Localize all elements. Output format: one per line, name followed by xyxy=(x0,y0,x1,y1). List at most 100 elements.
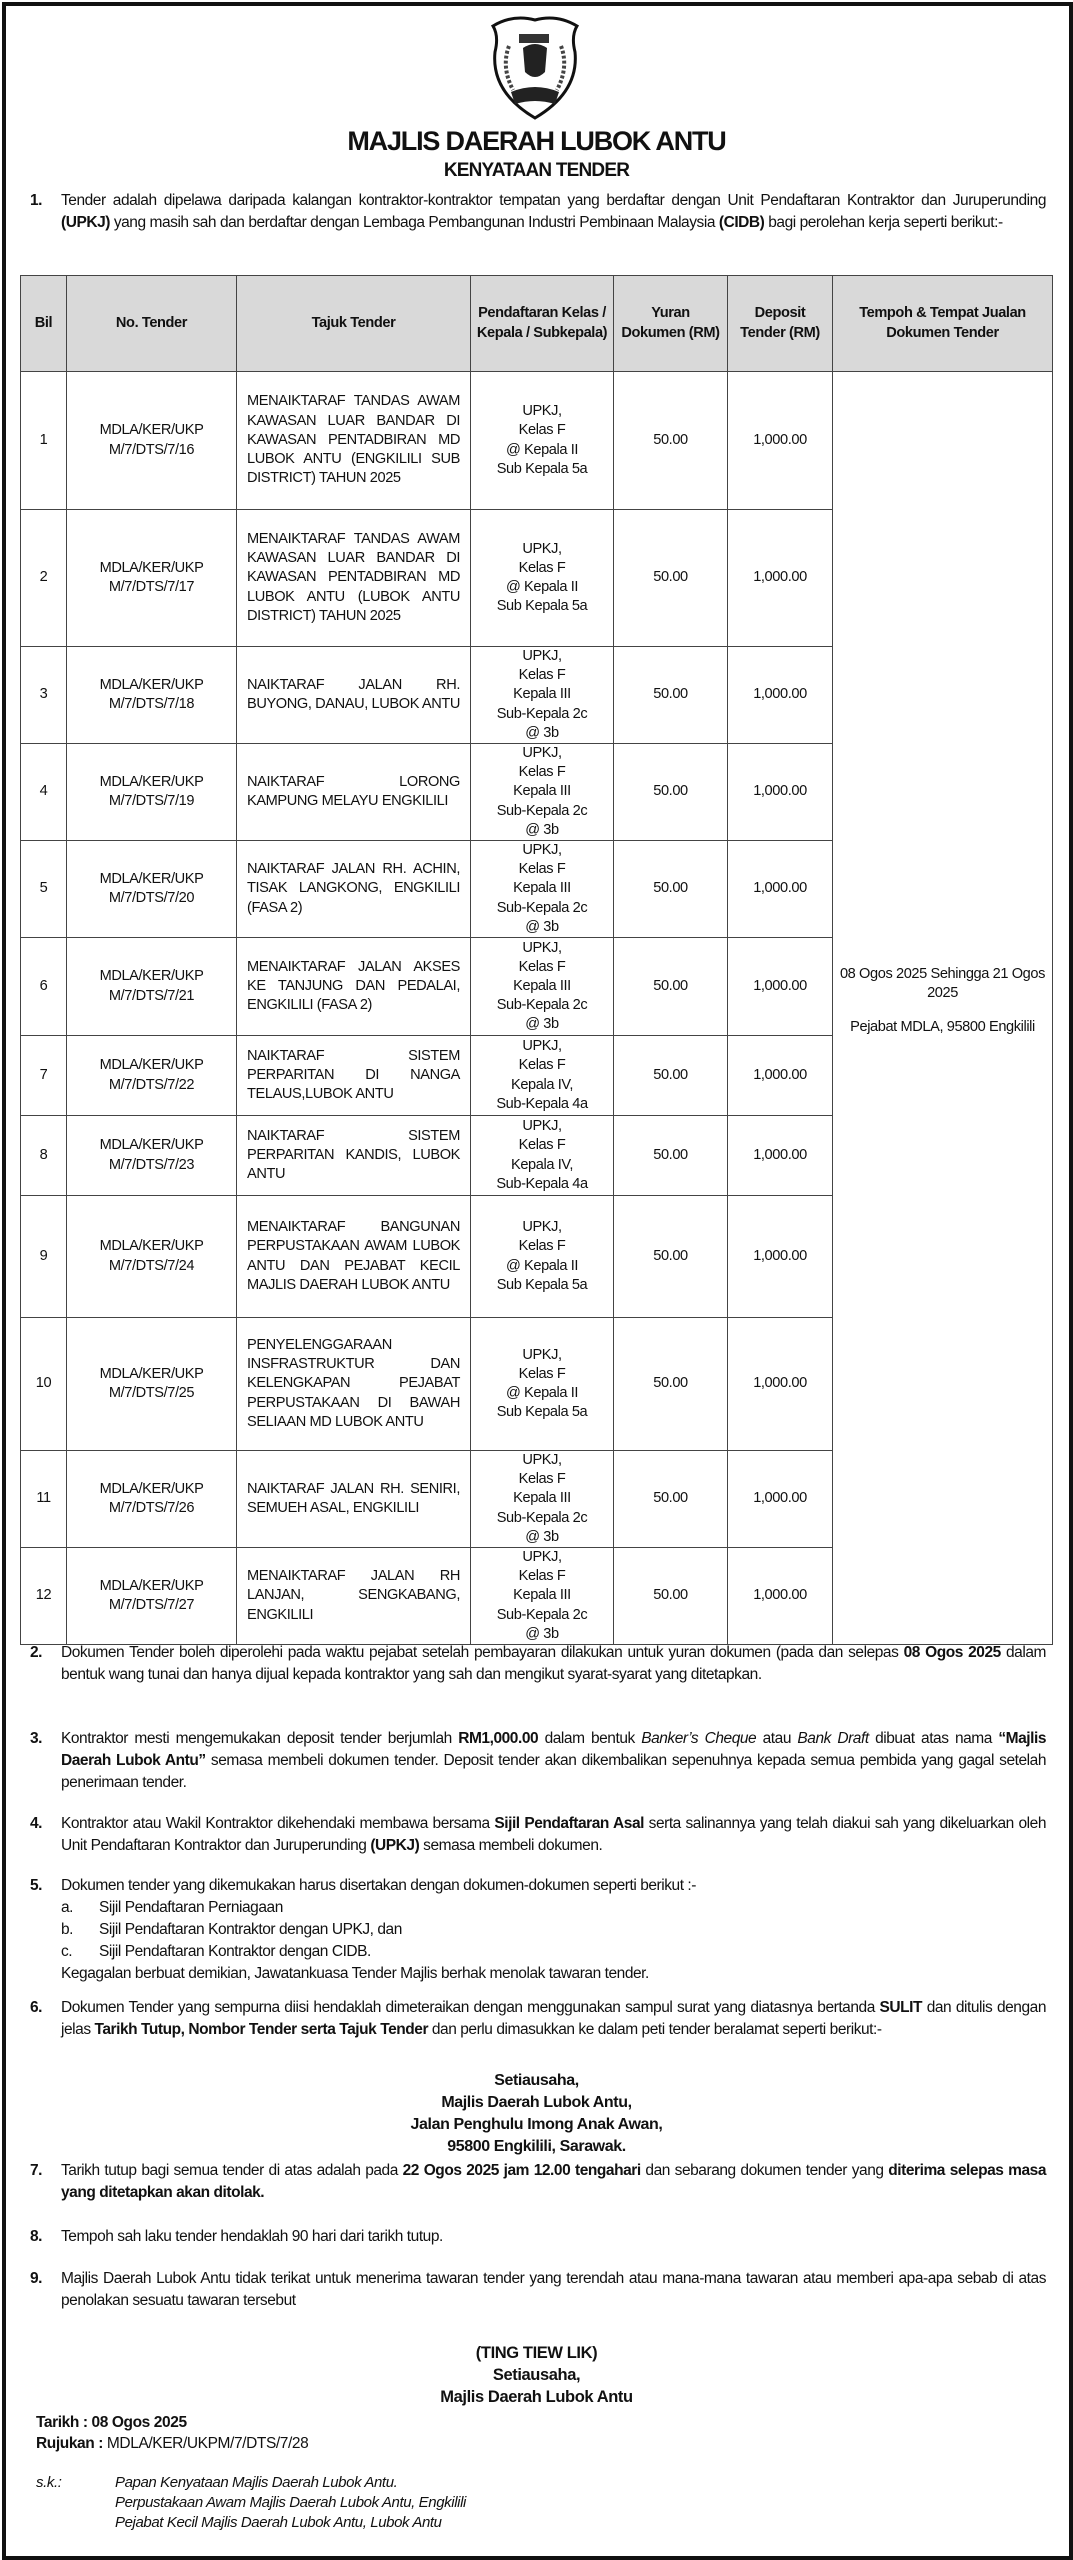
registration-line: UPKJ, xyxy=(522,1038,562,1055)
tender-number-cell: MDLA/KER/UKP M/7/DTS/7/21 xyxy=(66,937,237,1037)
paragraph-text: Majlis Daerah Lubok Antu tidak terikat u… xyxy=(61,2268,1046,2312)
item-label: b. xyxy=(61,1921,74,1938)
registration-line: Kepala III xyxy=(513,977,571,994)
bold-text: “Majlis Daerah Lubok Antu” xyxy=(61,1730,1046,1769)
registration-line: Kelas F xyxy=(518,422,566,439)
paragraph-text: Tempoh sah laku tender hendaklah 90 hari… xyxy=(61,2226,1046,2248)
bil-cell: 8 xyxy=(20,1115,67,1197)
tender-number-cell: MDLA/KER/UKP M/7/DTS/7/24 xyxy=(66,1195,237,1319)
text-segment: Kontraktor atau Wakil Kontraktor dikehen… xyxy=(61,1815,495,1832)
document-fee-cell: 50.00 xyxy=(613,1035,728,1117)
table-row: 4 MDLA/KER/UKP M/7/DTS/7/19 NAIKTARAF LORO… xyxy=(20,743,1053,842)
deposit-cell: 1,000.00 xyxy=(727,1547,833,1646)
tender-number-cell: MDLA/KER/UKP M/7/DTS/7/16 xyxy=(66,371,237,510)
paragraph-3: 3. Kontraktor mesti mengemukakan deposit … xyxy=(30,1728,1046,1794)
item-text: Sijil Pendaftaran Perniagaan xyxy=(99,1899,283,1916)
registration-cell: UPKJ, Kelas F Kepala III Sub-Kepala 2c @ 3b xyxy=(470,743,614,842)
tender-number-cell: MDLA/KER/UKP M/7/DTS/7/25 xyxy=(66,1317,237,1452)
registration-line: Sub-Kepala 2c xyxy=(496,1509,588,1526)
bold-text: 22 Ogos 2025 jam 12.00 tengahari xyxy=(402,2162,642,2179)
document-fee-cell: 50.00 xyxy=(613,743,728,842)
reference-label: Rujukan : xyxy=(36,2435,104,2452)
paragraph-number: 4. xyxy=(30,1815,43,1832)
registration-line: @ Kepala II xyxy=(505,1257,579,1274)
tender-title-cell: NAIKTARAF JALAN RH. ACHIN, TISAK LANGKON… xyxy=(236,840,471,939)
column-header-deposit-tender: Deposit Tender (RM) xyxy=(727,275,833,372)
paragraph-text: Dokumen tender yang dikemukakan harus di… xyxy=(61,1875,1046,1897)
registration-line: @ 3b xyxy=(525,821,559,838)
registration-line: UPKJ, xyxy=(522,648,562,664)
registration-line: Kelas F xyxy=(518,1471,566,1488)
page-subtitle: KENYATAAN TENDER xyxy=(443,160,630,181)
tender-number-cell: MDLA/KER/UKP M/7/DTS/7/18 xyxy=(66,645,237,745)
requirement-note: Kegagalan berbuat demikian, Jawatankuasa… xyxy=(61,1965,649,1982)
registration-line: Sub Kepala 5a xyxy=(496,460,588,477)
paragraph-2: 2. Dokumen Tender boleh diperolehi pada w… xyxy=(30,1642,1046,1686)
text-segment: Tarikh tutup bagi semua tender di atas a… xyxy=(61,2162,403,2179)
address-line: Jalan Penghulu Imong Anak Awan, xyxy=(410,2116,663,2133)
bold-text: (UPKJ) xyxy=(370,1837,420,1854)
text-segment: Dokumen Tender yang sempurna diisi henda… xyxy=(61,1999,880,2016)
tender-title-cell: MENAIKTARAF JALAN AKSES KE TANJUNG DAN P… xyxy=(236,937,471,1037)
reference-value: MDLA/KER/UKPM/7/DTS/7/28 xyxy=(103,2435,309,2452)
text-segment: dan sebarang dokumen tender yang xyxy=(640,2162,889,2179)
deposit-cell: 1,000.00 xyxy=(727,1035,833,1117)
bil-cell: 9 xyxy=(20,1195,67,1319)
bil-cell: 4 xyxy=(20,743,67,842)
bold-text: Tarikh Tutup, Nombor Tender serta Tajuk … xyxy=(94,2021,429,2038)
tender-number-cell: MDLA/KER/UKP M/7/DTS/7/17 xyxy=(66,509,237,647)
bil-cell: 1 xyxy=(20,371,67,510)
sale-place: Pejabat MDLA, 95800 Engkilili xyxy=(850,1018,1035,1035)
text-segment: dibuat atas nama xyxy=(868,1730,999,1747)
text-segment: dan perlu dimasukkan ke dalam peti tende… xyxy=(428,2021,882,2038)
deposit-cell: 1,000.00 xyxy=(727,1195,833,1319)
date-line: Tarikh : 08 Ogos 2025 xyxy=(36,2414,187,2431)
carbon-copy-list: s.k.: Papan Kenyataan Majlis Daerah Lubo… xyxy=(36,2473,466,2533)
tender-title-cell: NAIKTARAF SISTEM PERPARITAN KANDIS, LUBO… xyxy=(236,1115,471,1197)
registration-line: UPKJ, xyxy=(522,745,562,762)
tender-title-cell: NAIKTARAF LORONG KAMPUNG MELAYU ENGKILIL… xyxy=(236,743,471,842)
bold-text: RM1,000.00 xyxy=(458,1730,539,1747)
registration-cell: UPKJ, Kelas F Kepala IV, Sub-Kepala 4a xyxy=(470,1115,614,1197)
table-row: 11 MDLA/KER/UKP M/7/DTS/7/26 NAIKTARAF JAL… xyxy=(20,1450,1053,1549)
text-segment: Kontraktor mesti mengemukakan deposit te… xyxy=(61,1730,459,1747)
registration-line: Kelas F xyxy=(518,764,566,781)
paragraph-text: Dokumen Tender yang sempurna diisi henda… xyxy=(61,1997,1046,2041)
text-segment: dalam bentuk xyxy=(538,1730,642,1747)
bil-cell: 12 xyxy=(20,1547,67,1646)
paragraph-4: 4. Kontraktor atau Wakil Kontraktor dikeh… xyxy=(30,1813,1046,1857)
paragraph-number: 3. xyxy=(30,1730,43,1747)
registration-line: Kepala IV, xyxy=(511,1156,573,1173)
signatory-name: (TING TIEW LIK) xyxy=(475,2344,598,2362)
address-line: Majlis Daerah Lubok Antu, xyxy=(441,2094,632,2111)
document-meta: Tarikh : 08 Ogos 2025 Rujukan : MDLA/KER… xyxy=(36,2412,309,2454)
document-fee-cell: 50.00 xyxy=(613,371,728,510)
tender-number-cell: MDLA/KER/UKP M/7/DTS/7/27 xyxy=(66,1547,237,1646)
paragraph-number: 5. xyxy=(30,1877,43,1894)
registration-line: @ 3b xyxy=(525,724,559,741)
registration-line: Kepala III xyxy=(513,783,571,800)
deposit-cell: 1,000.00 xyxy=(727,509,833,647)
document-fee-cell: 50.00 xyxy=(613,645,728,745)
bold-text: Sijil Pendaftaran Asal xyxy=(494,1815,644,1832)
item-label: a. xyxy=(61,1899,74,1916)
registration-line: Sub-Kepala 2c xyxy=(496,705,588,722)
bold-text: SULIT xyxy=(879,1999,923,2016)
cc-label: s.k.: xyxy=(36,2474,62,2491)
paragraph-1: 1. Tender adalah dipelawa daripada kalang… xyxy=(30,190,1046,234)
document-fee-cell: 50.00 xyxy=(613,509,728,647)
registration-cell: UPKJ, Kelas F Kepala III Sub-Kepala 2c @ 3b xyxy=(470,1547,614,1646)
column-header-pendaftaran: Pendaftaran Kelas / Kepala / Subkepala) xyxy=(470,275,614,372)
paragraph-number: 9. xyxy=(30,2270,43,2287)
registration-line: @ Kepala II xyxy=(505,441,579,458)
registration-line: Kelas F xyxy=(518,1365,566,1382)
table-row: 9 MDLA/KER/UKP M/7/DTS/7/24 MENAIKTARAF BA… xyxy=(20,1195,1053,1319)
registration-line: Kelas F xyxy=(518,1238,566,1255)
registration-line: UPKJ, xyxy=(522,1549,562,1566)
sale-period-place-cell: 08 Ogos 2025 Sehingga 21 Ogos 2025 Pejaba… xyxy=(832,370,1053,1646)
registration-line: @ 3b xyxy=(525,1016,559,1033)
registration-line: Sub-Kepala 2c xyxy=(496,1606,588,1623)
text-segment: semasa membeli dokumen tender. Deposit t… xyxy=(61,1752,1046,1791)
paragraph-5: 5. Dokumen tender yang dikemukakan harus … xyxy=(30,1875,1046,1985)
council-crest-logo xyxy=(490,16,580,120)
